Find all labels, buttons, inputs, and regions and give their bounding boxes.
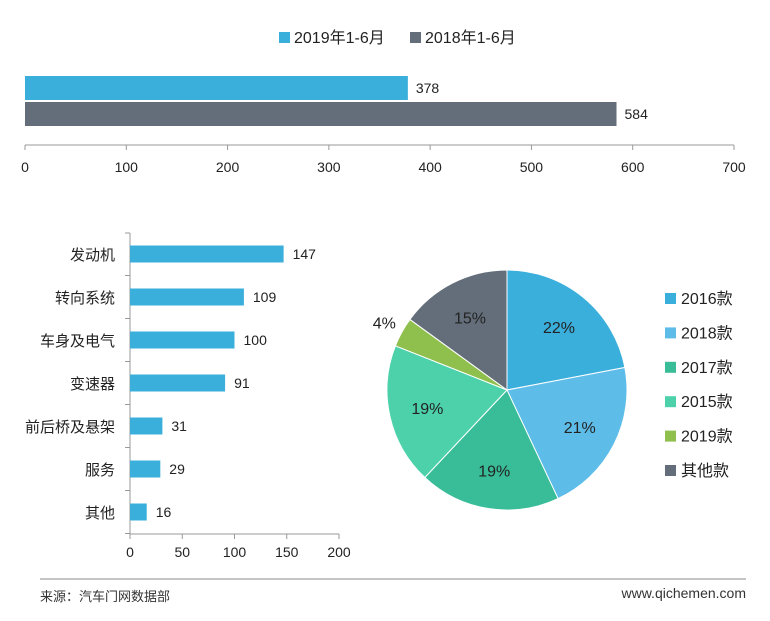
x-tick-label-3: 300 — [317, 159, 341, 175]
legend-label-0: 2019年1-6月 — [294, 29, 385, 47]
pie-slice-0 — [506, 269, 626, 391]
chart1-bars: 378 584 — [25, 76, 648, 126]
category-bar-3 — [130, 374, 226, 392]
pie-value-label-3: 19% — [411, 401, 443, 418]
pie-legend-swatch-2 — [665, 361, 676, 373]
x-tick-label-7: 700 — [722, 159, 746, 175]
website-link[interactable]: www.qichemen.com — [621, 585, 747, 601]
pie-legend-label-1: 2018款 — [681, 324, 733, 342]
category-bar-0 — [130, 245, 284, 263]
pie-value-label-2: 19% — [478, 464, 510, 481]
pie-legend-swatch-1 — [665, 327, 676, 339]
pie-value-label-0: 22% — [543, 320, 575, 337]
pie-legend-swatch-4 — [665, 430, 676, 442]
x-tick-label-3: 150 — [275, 544, 299, 560]
pie-legend-swatch-0 — [665, 293, 676, 304]
category-label-0: 发动机 — [70, 247, 115, 264]
x-tick-label-0: 0 — [126, 544, 134, 560]
bar-value-label-1: 584 — [625, 106, 649, 122]
chart2-x-ticks: 0 50 100 150 200 — [126, 534, 351, 560]
pie-value-label-1: 21% — [564, 420, 596, 437]
pie-value-labels: 22% 21% 19% 19% 4% 15% — [373, 310, 596, 480]
x-tick-label-4: 400 — [418, 159, 442, 175]
pie-legend-swatch-3 — [665, 396, 676, 408]
pie-legend-label-2: 2017款 — [681, 359, 733, 377]
legend-label-1: 2018年1-6月 — [425, 29, 516, 47]
x-tick-label-1: 100 — [115, 159, 139, 175]
pie-legend-label-5: 其他款 — [681, 462, 729, 480]
x-tick-label-6: 600 — [621, 159, 645, 175]
category-value-label-4: 31 — [171, 418, 187, 434]
pie-legend-swatch-5 — [665, 465, 676, 476]
category-bar-1 — [130, 288, 244, 306]
pie-slices — [386, 269, 628, 511]
category-bar-4 — [130, 417, 163, 435]
pie-slice-3 — [386, 345, 508, 479]
x-tick-label-4: 200 — [327, 544, 351, 560]
x-tick-label-1: 50 — [174, 544, 190, 560]
category-bar-5 — [130, 460, 161, 478]
chart1-legend: 2019年1-6月 2018年1-6月 — [279, 29, 516, 47]
x-tick-label-0: 0 — [21, 159, 29, 175]
bar-value-label-0: 378 — [416, 80, 440, 96]
category-bar-6 — [130, 503, 147, 521]
model-year-pie-chart: 22%21%19%19%4% 15% 2016款2018款2017款2015款20… — [373, 269, 733, 511]
x-tick-label-2: 200 — [216, 159, 240, 175]
category-value-label-0: 147 — [293, 246, 317, 262]
legend-swatch-1 — [410, 32, 421, 43]
pie-legend-label-4: 2019款 — [681, 428, 733, 446]
pie-slice-1 — [506, 366, 628, 500]
category-label-4: 前后桥及悬架 — [25, 419, 115, 436]
pie-legend-label-0: 2016款 — [681, 290, 733, 308]
chart2-bars: 发动机 147 转向系统 109 车身及电气 100 变速器 91 前后桥及悬架 31 服务 29 其他… — [25, 232, 317, 534]
pie-slice-2 — [424, 389, 559, 511]
category-value-label-3: 91 — [234, 375, 250, 391]
legend-swatch-0 — [279, 32, 290, 43]
category-value-label-5: 29 — [169, 461, 185, 477]
source-note: 来源：汽车门网数据部 — [40, 589, 171, 604]
category-label-3: 变速器 — [70, 376, 115, 393]
x-tick-label-5: 500 — [520, 159, 544, 175]
pie-value-label-4: 4% — [373, 316, 396, 333]
chart1-x-ticks: 0 100 200 300 400 500 600 700 — [21, 145, 746, 175]
category-label-1: 转向系统 — [55, 290, 115, 307]
category-bar-2 — [130, 331, 235, 349]
total-comparison-chart: 2019年1-6月 2018年1-6月 378 584 0 100 200 300 400 5… — [21, 29, 746, 175]
category-value-label-1: 109 — [253, 289, 277, 305]
category-label-6: 其他 — [85, 505, 115, 522]
pie-value-label-5: 15% — [454, 310, 486, 327]
category-bar-chart: 发动机 147 转向系统 109 车身及电气 100 变速器 91 前后桥及悬架 31 服务 29 其他… — [25, 232, 351, 560]
pie-slice-5 — [409, 269, 508, 391]
bar-0 — [25, 76, 408, 100]
pie-legend-label-3: 2015款 — [681, 393, 733, 411]
category-label-5: 服务 — [85, 462, 115, 479]
category-value-label-6: 16 — [156, 504, 172, 520]
bar-1 — [25, 102, 617, 126]
x-tick-label-2: 100 — [223, 544, 247, 560]
category-value-label-2: 100 — [244, 332, 268, 348]
category-label-2: 车身及电气 — [40, 333, 115, 350]
